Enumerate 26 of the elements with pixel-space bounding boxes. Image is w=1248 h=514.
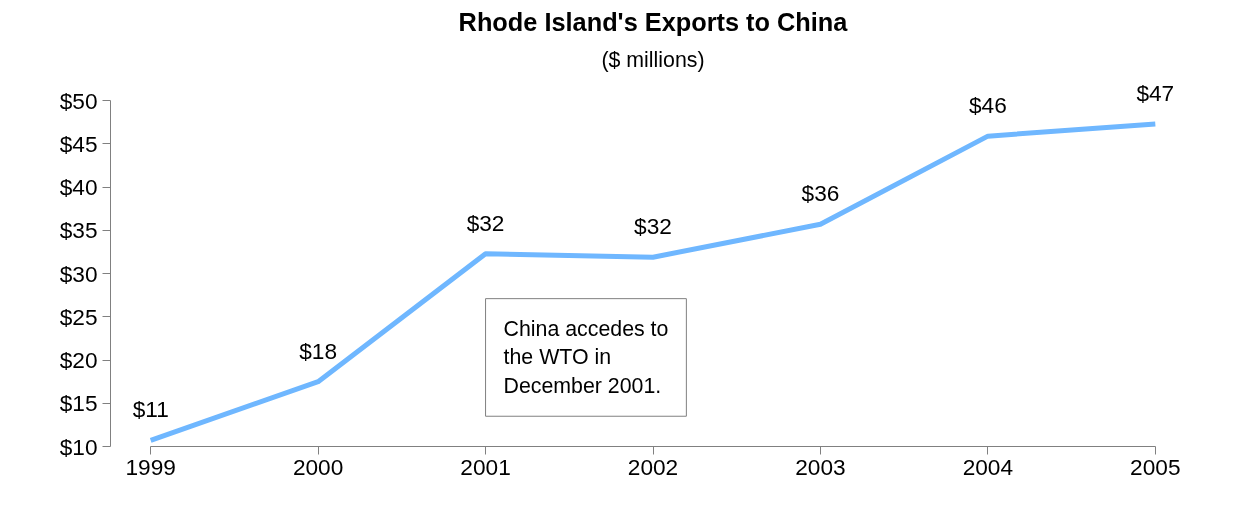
data-label: $47 (1136, 80, 1175, 107)
data-label: $32 (634, 213, 672, 240)
x-tick-label: 2001 (460, 453, 511, 480)
y-tick-label: $20 (59, 347, 98, 374)
y-tick-label: $50 (59, 87, 98, 114)
data-label: $32 (466, 209, 505, 236)
x-tick-label: 2000 (292, 453, 344, 480)
y-tick-label: $10 (59, 433, 98, 460)
annotation: China accedes to the WTO in December 2001. (503, 316, 669, 399)
y-tick-label: $40 (59, 174, 98, 201)
x-tick-label: 1999 (125, 453, 176, 480)
x-tick-label: 2004 (962, 453, 1014, 480)
chart-subtitle: ($ millions) (601, 47, 705, 72)
data-label: $46 (968, 92, 1007, 119)
x-tick-label: 2005 (1130, 453, 1181, 480)
y-tick-label: $30 (59, 260, 98, 287)
x-tick-label: 2002 (627, 453, 679, 480)
data-label: $36 (801, 180, 840, 207)
y-tick-label: $15 (59, 390, 98, 417)
chart-title: Rhode Island's Exports to China (458, 7, 849, 36)
y-tick-label: $45 (59, 130, 98, 157)
x-tick-label: 2003 (795, 453, 846, 480)
data-label: $11 (132, 396, 169, 423)
y-tick-label: $35 (59, 217, 98, 244)
y-tick-label: $25 (59, 303, 98, 330)
data-label: $18 (299, 337, 338, 364)
